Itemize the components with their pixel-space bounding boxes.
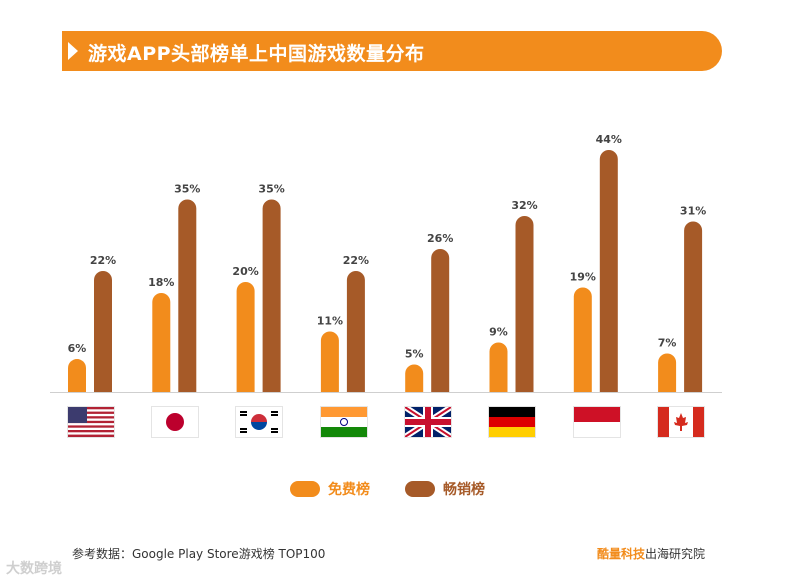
data-label-free-0: 6%: [68, 342, 87, 355]
flag-usa-icon: [67, 406, 115, 438]
data-label-grossing-0: 22%: [90, 254, 116, 267]
flag-japan-icon: [151, 406, 199, 438]
bar-free-3: [320, 331, 339, 392]
data-label-grossing-3: 22%: [343, 254, 369, 267]
data-label-free-3: 11%: [317, 315, 343, 328]
flag-germany-icon: [488, 406, 536, 438]
bar-grossing-4: [431, 249, 450, 392]
data-label-free-7: 7%: [658, 337, 677, 350]
flag-indonesia-icon: [573, 406, 621, 438]
flag-india-icon: [320, 406, 368, 438]
legend-label-grossing: 畅销榜: [443, 482, 485, 498]
bar-grossing-1: [178, 199, 197, 392]
data-label-free-4: 5%: [405, 348, 424, 361]
bar-free-0: [68, 359, 86, 392]
bar-grossing-6: [599, 150, 618, 392]
bar-grossing-2: [262, 199, 281, 392]
legend-item-grossing: 畅销榜: [405, 477, 485, 501]
credit-brand: 酷量科技: [596, 547, 645, 561]
bar-grossing-3: [346, 271, 365, 392]
flag-korea-icon: [235, 406, 283, 438]
bar-free-5: [489, 342, 508, 392]
legend: 免费榜 畅销榜: [0, 477, 797, 501]
data-label-grossing-4: 26%: [427, 232, 453, 245]
data-label-grossing-1: 35%: [174, 183, 200, 196]
bar-free-6: [573, 287, 592, 392]
credit-rest: 出海研究院: [644, 547, 705, 561]
legend-swatch-grossing: [405, 481, 435, 497]
flag-canada-icon: [657, 406, 705, 438]
flag-uk-icon: [404, 406, 452, 438]
bar-free-2: [236, 282, 255, 392]
legend-label-free: 免费榜: [328, 482, 370, 498]
title-arrow-icon: [68, 42, 78, 60]
credit: 酷量科技出海研究院: [597, 545, 705, 562]
data-label-free-2: 20%: [232, 265, 258, 278]
watermark: 大数跨境: [6, 561, 62, 577]
title-bar: 游戏APP头部榜单上中国游戏数量分布: [62, 31, 722, 71]
bar-free-4: [405, 364, 424, 392]
bar-free-1: [152, 293, 171, 392]
data-label-free-5: 9%: [489, 326, 508, 339]
data-source: 参考数据：Google Play Store游戏榜 TOP100: [72, 547, 326, 561]
chart-title: 游戏APP头部榜单上中国游戏数量分布: [88, 43, 425, 65]
data-label-free-6: 19%: [570, 271, 596, 284]
data-label-grossing-5: 32%: [511, 199, 537, 212]
bar-grossing-7: [684, 221, 703, 392]
legend-item-free: 免费榜: [290, 477, 370, 501]
data-label-grossing-2: 35%: [258, 183, 284, 196]
data-label-free-1: 18%: [148, 276, 174, 289]
data-label-grossing-6: 44%: [596, 133, 622, 146]
bar-grossing-0: [94, 271, 112, 392]
data-label-grossing-7: 31%: [680, 205, 706, 218]
bar-grossing-5: [515, 216, 534, 392]
legend-swatch-free: [290, 481, 320, 497]
bar-free-7: [658, 353, 677, 392]
